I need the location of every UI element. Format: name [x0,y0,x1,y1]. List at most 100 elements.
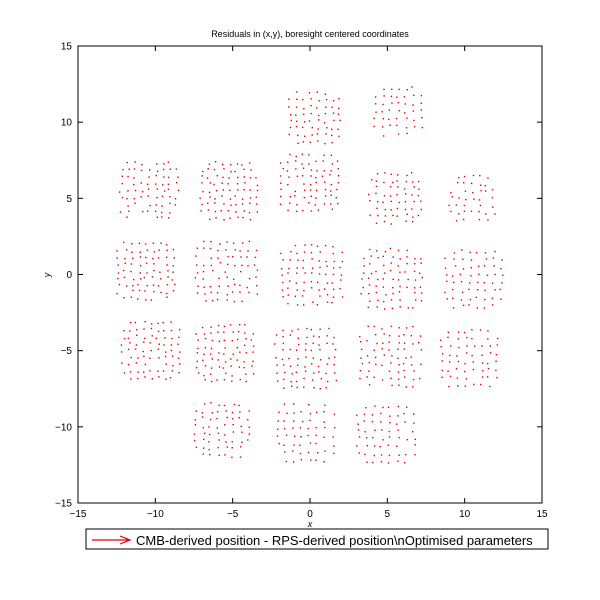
residual-point [492,257,495,259]
residual-point [283,378,285,381]
residual-point [331,302,333,304]
residual-point [223,325,226,328]
residual-point [389,269,392,272]
residual-point [252,351,254,353]
residual-point [241,300,243,303]
residual-point [495,360,497,362]
residual-point [295,168,297,170]
residual-point [158,376,160,378]
residual-point [371,461,374,464]
residual-point [226,299,228,301]
residual-point [289,196,292,198]
residual-point [475,252,478,254]
residual-point [241,198,244,200]
residual-point [220,210,223,212]
residual-point [494,289,496,291]
residual-point [491,189,494,191]
residual-point [233,403,236,406]
residual-point [246,256,248,258]
residual-point [303,183,305,185]
residual-point [381,328,383,330]
residual-point [333,452,335,455]
residual-point [239,378,241,381]
residual-point [296,252,298,255]
residual-point [382,117,385,120]
residual-point [284,451,286,453]
residual-point [326,335,328,337]
residual-point [323,436,325,439]
residual-point [319,348,321,351]
residual-point [283,364,285,366]
residual-point [335,379,338,382]
residual-point [174,283,176,286]
residual-point [127,175,129,178]
residual-point [287,209,289,211]
residual-point [195,333,197,335]
residual-point [385,294,387,296]
residual-point [470,267,472,269]
residual-point [243,189,245,191]
residual-point [360,292,362,295]
residual-point [127,348,130,351]
residual-point [388,118,390,121]
residual-point [419,377,421,380]
residual-point [360,348,363,351]
residual-point [465,378,468,380]
x-tick-label: −15 [70,509,87,520]
residual-point [130,296,133,298]
residual-point [211,299,214,302]
residual-point [223,339,226,342]
residual-point [252,360,254,363]
residual-point [368,384,371,386]
residual-point [137,371,139,373]
residual-point [383,95,385,97]
residual-point [235,211,237,213]
residual-point [224,271,226,273]
residual-point [316,281,319,284]
residual-point [164,355,167,358]
residual-point [471,337,473,340]
residual-point [472,191,474,194]
residual-point [217,432,220,434]
residual-point [126,285,128,287]
residual-point [323,122,326,124]
residual-point [136,377,139,380]
residual-point [151,378,154,380]
residual-point [160,291,162,294]
residual-point [489,352,492,354]
data-points [116,86,504,464]
residual-point [249,218,252,221]
residual-point [381,111,383,113]
residual-point [296,91,298,93]
residual-point [333,119,335,122]
residual-point [297,337,300,339]
residual-point [116,257,118,259]
residual-point [336,188,338,191]
residual-point [172,271,174,273]
residual-point [332,288,335,291]
residual-point [373,117,375,120]
residual-point [308,92,311,94]
residual-point [289,365,292,367]
residual-point [382,342,384,344]
residual-point [295,155,297,158]
residual-point [319,359,322,361]
residual-point [210,257,213,259]
residual-point [366,340,368,342]
residual-point [397,279,400,281]
residual-point [238,404,240,407]
residual-point [411,194,413,196]
residual-point [218,366,221,368]
residual-point [413,413,415,415]
residual-point [441,369,444,372]
residual-point [464,190,467,192]
residual-point [158,343,160,345]
residual-point [255,249,258,252]
residual-point [282,281,284,284]
residual-point [341,260,344,263]
residual-point [359,369,362,372]
residual-point [294,195,296,197]
residual-point [236,359,238,361]
residual-point [468,288,470,291]
residual-point [491,197,494,199]
